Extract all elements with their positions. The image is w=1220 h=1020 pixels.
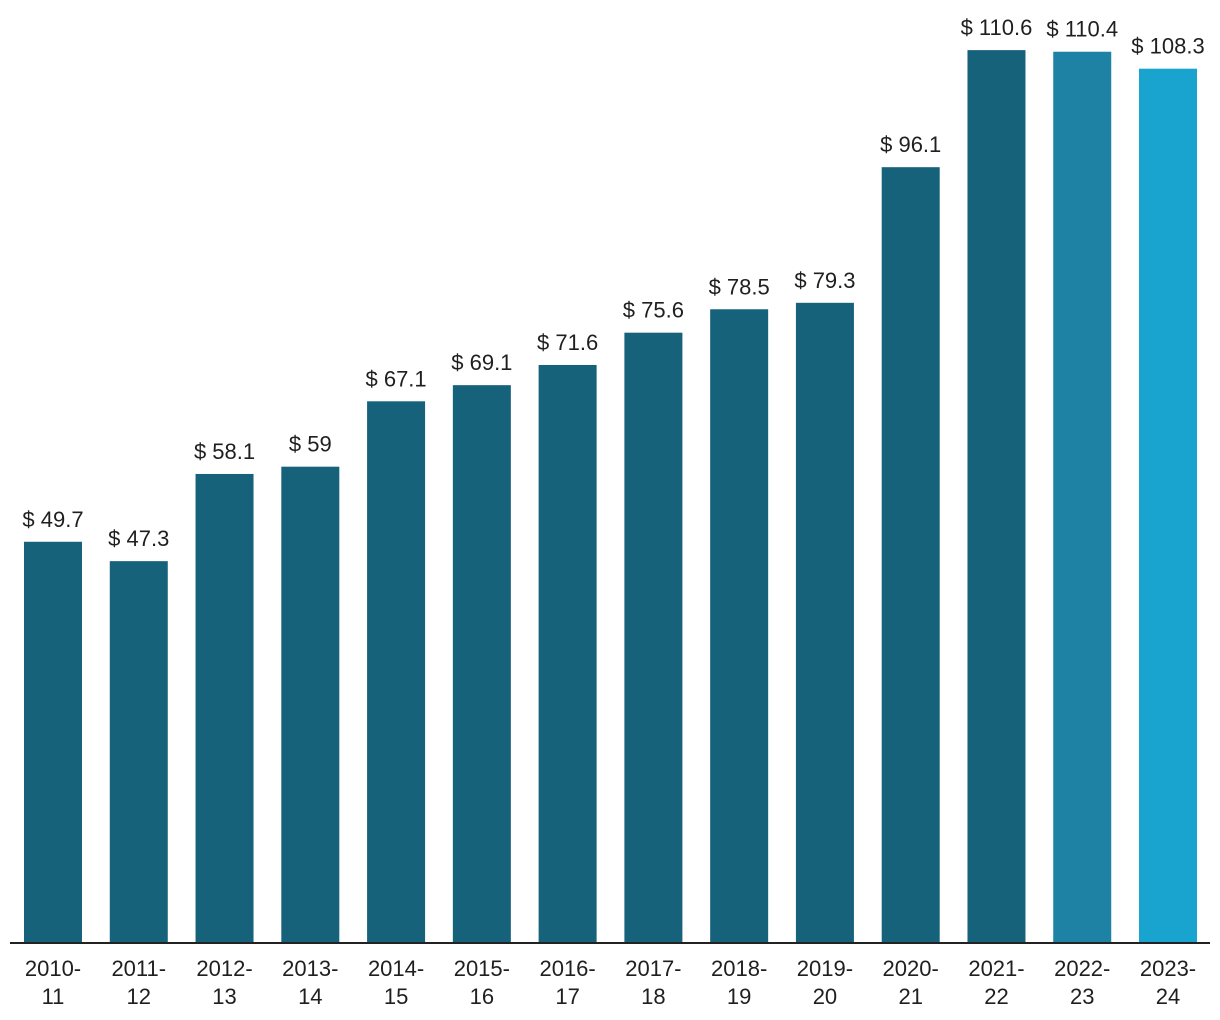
x-tick-label-2-line-1: 13 <box>212 984 236 1009</box>
x-tick-label-7-line-0: 2017- <box>625 956 681 981</box>
bar-3 <box>281 466 340 943</box>
bar-7 <box>624 332 683 943</box>
value-label-3: $ 59 <box>289 432 332 457</box>
x-tick-label-1-line-1: 12 <box>127 984 151 1009</box>
x-tick-label-3-line-0: 2013- <box>282 956 338 981</box>
bar-2 <box>195 473 254 943</box>
bar-0 <box>24 541 82 943</box>
x-tick-label-8-line-0: 2018- <box>711 956 767 981</box>
value-label-9: $ 79.3 <box>794 268 855 293</box>
x-tick-label-11-line-0: 2021- <box>968 956 1024 981</box>
value-label-1: $ 47.3 <box>108 526 169 551</box>
bars-group <box>24 50 1198 944</box>
value-label-2: $ 58.1 <box>194 439 255 464</box>
value-label-13: $ 108.3 <box>1131 34 1204 59</box>
x-tick-label-6-line-1: 17 <box>555 984 579 1009</box>
value-label-5: $ 69.1 <box>451 350 512 375</box>
x-tick-label-10-line-0: 2020- <box>883 956 939 981</box>
bar-6 <box>538 364 597 944</box>
bar-13 <box>1139 68 1198 943</box>
x-tick-label-12-line-0: 2022- <box>1054 956 1110 981</box>
x-tick-label-0-line-1: 11 <box>42 984 65 1009</box>
x-tick-label-2-line-0: 2012- <box>196 956 252 981</box>
bar-11 <box>967 50 1026 943</box>
bar-12 <box>1053 51 1112 944</box>
x-tick-label-5-line-0: 2015- <box>454 956 510 981</box>
value-label-10: $ 96.1 <box>880 132 941 157</box>
bar-4 <box>367 401 426 943</box>
value-labels-group: $ 49.7 $ 47.3 $ 58.1 $ 59 $ 67.1 $ 69.1 $ 71.6… <box>22 15 1204 551</box>
value-label-4: $ 67.1 <box>365 366 426 391</box>
x-tick-label-1-line-0: 2011- <box>111 956 166 981</box>
bar-1 <box>109 561 168 943</box>
x-tick-label-12-line-1: 23 <box>1070 984 1094 1009</box>
bar-9 <box>795 302 854 943</box>
value-label-6: $ 71.6 <box>537 330 598 355</box>
bar-10 <box>881 167 940 943</box>
value-label-8: $ 78.5 <box>709 274 770 299</box>
x-tick-label-13-line-1: 24 <box>1156 984 1180 1009</box>
x-tick-label-4-line-1: 15 <box>384 984 408 1009</box>
x-tick-label-9-line-1: 20 <box>813 984 837 1009</box>
value-label-11: $ 110.6 <box>961 15 1033 40</box>
bar-5 <box>452 385 511 943</box>
bar-8 <box>710 309 769 943</box>
x-tick-label-3-line-1: 14 <box>298 984 322 1009</box>
x-tick-label-0-line-0: 2010- <box>25 956 81 981</box>
x-tick-label-13-line-0: 2023- <box>1140 956 1196 981</box>
x-tick-label-6-line-0: 2016- <box>539 956 595 981</box>
x-tick-label-9-line-0: 2019- <box>797 956 853 981</box>
x-tick-label-5-line-1: 16 <box>470 984 494 1009</box>
x-tick-label-7-line-1: 18 <box>641 984 665 1009</box>
x-tick-label-4-line-0: 2014- <box>368 956 424 981</box>
x-tick-label-10-line-1: 21 <box>898 984 922 1009</box>
value-label-0: $ 49.7 <box>22 507 83 532</box>
value-label-12: $ 110.4 <box>1046 17 1118 42</box>
value-label-7: $ 75.6 <box>623 298 684 323</box>
x-tick-labels-group: 2010- 11 2011- 12 2012- 13 2013- 14 2014- 15 2015-… <box>25 956 1196 1009</box>
x-tick-label-8-line-1: 19 <box>727 984 751 1009</box>
x-tick-label-11-line-1: 22 <box>984 984 1008 1009</box>
